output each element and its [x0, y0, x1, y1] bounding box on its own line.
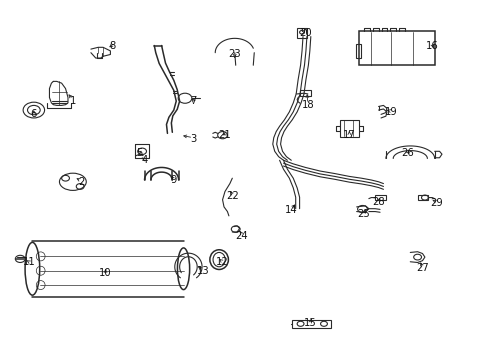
Text: 9: 9: [170, 175, 177, 185]
Text: 24: 24: [235, 231, 248, 240]
Text: 20: 20: [299, 28, 311, 38]
Bar: [355, 44, 360, 58]
Text: 3: 3: [190, 134, 196, 144]
Text: 27: 27: [415, 263, 428, 273]
Text: 25: 25: [357, 209, 369, 219]
Text: 19: 19: [384, 107, 396, 117]
Text: 23: 23: [228, 49, 241, 59]
Text: 2: 2: [78, 177, 84, 187]
Text: 18: 18: [301, 100, 314, 110]
Text: 14: 14: [284, 206, 297, 216]
Bar: [358, 31, 434, 65]
Text: 6: 6: [31, 109, 37, 119]
Bar: [417, 195, 427, 200]
Text: 4: 4: [141, 155, 147, 165]
Text: 10: 10: [99, 268, 112, 278]
Text: 26: 26: [401, 148, 413, 158]
Bar: [297, 28, 306, 39]
Bar: [300, 90, 310, 96]
Text: 17: 17: [342, 130, 355, 140]
Text: 13: 13: [196, 266, 209, 276]
Text: 8: 8: [109, 41, 116, 50]
Text: 7: 7: [190, 96, 196, 106]
Text: 21: 21: [218, 130, 231, 140]
Text: 28: 28: [371, 197, 384, 207]
Bar: [374, 195, 385, 200]
Text: 11: 11: [22, 257, 35, 267]
Bar: [292, 320, 330, 328]
Text: 1: 1: [69, 96, 76, 106]
Text: 29: 29: [430, 198, 443, 208]
Text: 16: 16: [425, 41, 438, 50]
Text: 5: 5: [136, 148, 142, 158]
Bar: [339, 120, 358, 137]
Text: 12: 12: [216, 257, 228, 267]
Text: 22: 22: [225, 191, 238, 201]
Text: 15: 15: [304, 319, 316, 328]
